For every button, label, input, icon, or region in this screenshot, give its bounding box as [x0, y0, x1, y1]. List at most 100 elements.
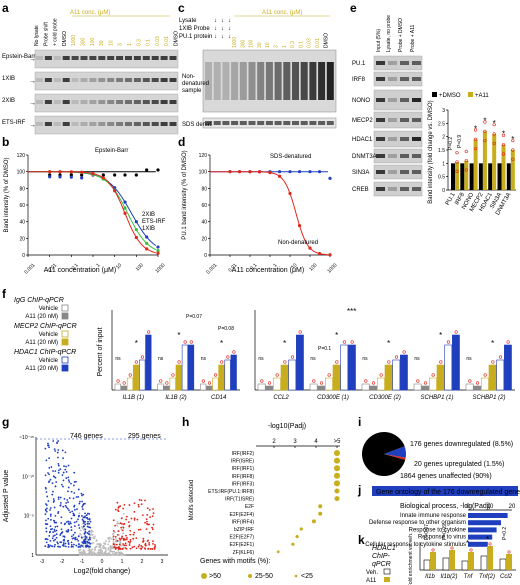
point-down: [64, 545, 67, 548]
point-up: [117, 506, 120, 509]
point-ns: [92, 536, 95, 539]
point-up: [124, 538, 126, 541]
panel-a-header: No lysate Probe shift + cold probe DMSO 1000…: [34, 15, 180, 46]
motif-label: ZF(KLF6): [233, 550, 255, 556]
sig-stars: ***: [347, 307, 356, 316]
panel-c-sds-band: [274, 121, 282, 125]
point-up: [137, 545, 140, 548]
point-up: [114, 536, 117, 538]
point-up: [143, 547, 146, 550]
y-tick-label: 10⁻⁵: [24, 514, 34, 520]
go-bar: [468, 513, 508, 518]
motif-label: E2F: [245, 504, 254, 510]
point-down: [52, 539, 55, 542]
point-down: [70, 482, 72, 485]
panel-c-sds-bands: [205, 121, 334, 125]
panel-c-row-top: Non-denatured sample: [182, 74, 209, 94]
panel-e-band: [412, 154, 421, 158]
panel-c-arrow: ↓: [228, 34, 231, 40]
panel-c-arrow: ↓: [221, 34, 224, 40]
point-ns: [86, 537, 88, 540]
x-tick-label: Tnf(2): [479, 574, 495, 580]
point-up: [133, 519, 136, 521]
panel-a-band: [160, 100, 168, 104]
panel-a-band: [98, 122, 106, 126]
point-ns: [114, 554, 117, 556]
pie-label: 1864 genes unaffected (90%): [400, 473, 492, 480]
panel-a-band: [116, 56, 124, 60]
point-ns: [122, 512, 125, 515]
point-ns: [79, 548, 82, 551]
point-ns: [101, 550, 104, 552]
point-down: [44, 545, 47, 548]
point-ns: [103, 552, 105, 555]
panel-c-sds-band: [239, 121, 247, 125]
panel-e-chart: +DMSO +A11 0 0.5 1 1.5 2 2.5 3 Band intensity (fo…: [428, 92, 516, 216]
y-tick-label: 3: [442, 108, 445, 114]
motif-label: IRF(T1ISRE): [225, 497, 254, 503]
point-down: [65, 521, 68, 523]
point-down: [70, 545, 73, 548]
point-up: [116, 534, 119, 536]
x-tick-label: 3: [293, 439, 297, 445]
point-down: [49, 515, 52, 517]
point-down: [56, 451, 59, 454]
panel-a-conc-label: 1000: [71, 35, 77, 46]
point-ns: [89, 554, 92, 556]
panel-a-band: [62, 78, 70, 82]
panel-c-conc-label: 0.3: [290, 41, 296, 48]
y-tick-label: ~10⁻¹⁵: [19, 435, 34, 441]
point-down: [53, 475, 56, 478]
bar: [145, 334, 152, 391]
panel-c-letter: c: [178, 1, 185, 15]
panel-c-conc-label: 0.1: [298, 41, 304, 48]
point-down: [50, 466, 53, 468]
sig-star: *: [387, 339, 390, 348]
data-point: [275, 373, 279, 377]
point-ns: [97, 554, 100, 556]
panel-a-lane-label: DMSO: [174, 31, 180, 46]
point-down: [53, 534, 56, 537]
panel-c-band: [231, 62, 239, 100]
panel-e-gel: [373, 111, 423, 129]
point-up: [147, 547, 150, 550]
series-label: 2XIB: [142, 212, 155, 218]
point-up: [139, 528, 142, 531]
series-label: 1XIB: [142, 226, 155, 232]
sig-star: *: [486, 535, 489, 544]
sig-ns: ns: [158, 356, 164, 362]
go-term: Innate immune response: [400, 513, 467, 519]
point-up: [132, 537, 135, 540]
pval: P=0.2: [502, 527, 508, 540]
sig-star: *: [177, 331, 180, 340]
point-down: [48, 480, 51, 483]
point-down: [62, 479, 65, 482]
panel-e-band: [412, 77, 421, 81]
panel-a-conc-label: 3: [118, 43, 124, 46]
panel-e-lane-label: Probe + DMSO: [398, 18, 404, 52]
data-point: [80, 170, 84, 174]
point-ns: [90, 529, 93, 532]
data-point: [237, 170, 242, 174]
point-down: [59, 502, 62, 504]
point-up: [145, 520, 148, 523]
bar-veh: [499, 558, 507, 571]
panel-e-gel: [373, 148, 423, 164]
panel-f-legend-row: Vehicle: [39, 306, 59, 312]
panel-a-band: [125, 122, 132, 126]
panel-a-band: [133, 122, 141, 126]
data-point: [91, 171, 95, 176]
point-down: [83, 525, 85, 528]
point-down: [49, 507, 52, 509]
sig-star: *: [502, 130, 505, 139]
panel-e-band: [376, 170, 385, 174]
point-down: [67, 539, 70, 542]
panel-c-arrow: ↓: [214, 26, 217, 32]
point-up: [117, 546, 120, 548]
panel-e-band: [412, 118, 421, 122]
point-down: [89, 520, 92, 523]
point-down: [65, 530, 68, 533]
point-up: [151, 515, 154, 518]
x-tick-label: 100: [135, 262, 145, 272]
